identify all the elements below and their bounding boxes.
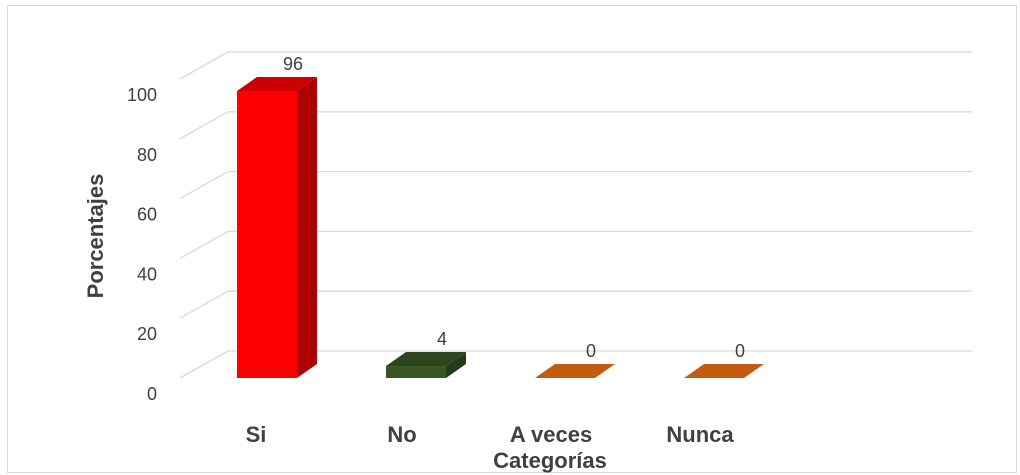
y-tick-label: 100 xyxy=(127,85,157,105)
data-label: 0 xyxy=(586,341,596,361)
y-tick-label: 60 xyxy=(137,205,157,225)
bar-top xyxy=(237,76,317,91)
data-label: 96 xyxy=(283,54,303,74)
gridline-diagonal xyxy=(179,350,229,379)
y-tick-label: 40 xyxy=(137,264,157,284)
category-label: No xyxy=(387,422,416,447)
data-labels: 96 4 0 0 xyxy=(283,54,745,361)
category-label: Nunca xyxy=(666,422,734,447)
gridline-diagonal xyxy=(179,111,229,140)
bar-top xyxy=(535,364,615,378)
bar-top xyxy=(684,364,764,378)
gridline-diagonal xyxy=(179,171,229,200)
bar-front xyxy=(237,90,297,379)
y-tick-label: 0 xyxy=(147,384,157,404)
bar-side xyxy=(446,352,466,378)
gridline-diagonal xyxy=(179,290,229,319)
bar-top xyxy=(386,352,466,367)
bar-nunca xyxy=(684,364,764,378)
y-tick-label: 20 xyxy=(137,324,157,344)
bar-a-veces xyxy=(535,364,615,378)
bars xyxy=(237,76,764,379)
y-axis-ticks: 0 20 40 60 80 100 xyxy=(127,85,157,404)
bar-side xyxy=(297,76,317,379)
bar-si xyxy=(237,76,317,379)
data-label: 4 xyxy=(437,329,447,349)
bar-front xyxy=(386,366,446,378)
category-label: A veces xyxy=(510,422,592,447)
data-label: 0 xyxy=(735,341,745,361)
x-axis-title: Categorías xyxy=(493,448,607,473)
gridline-diagonal xyxy=(179,230,229,259)
gridline-diagonal xyxy=(179,51,229,80)
bar-no xyxy=(386,352,466,378)
chart-frame xyxy=(7,5,1017,473)
y-axis-title: Porcentajes xyxy=(83,174,108,299)
y-tick-label: 80 xyxy=(137,145,157,165)
gridlines xyxy=(179,51,972,379)
x-axis-categories: Si No A veces Nunca xyxy=(246,422,735,447)
category-label: Si xyxy=(246,422,267,447)
